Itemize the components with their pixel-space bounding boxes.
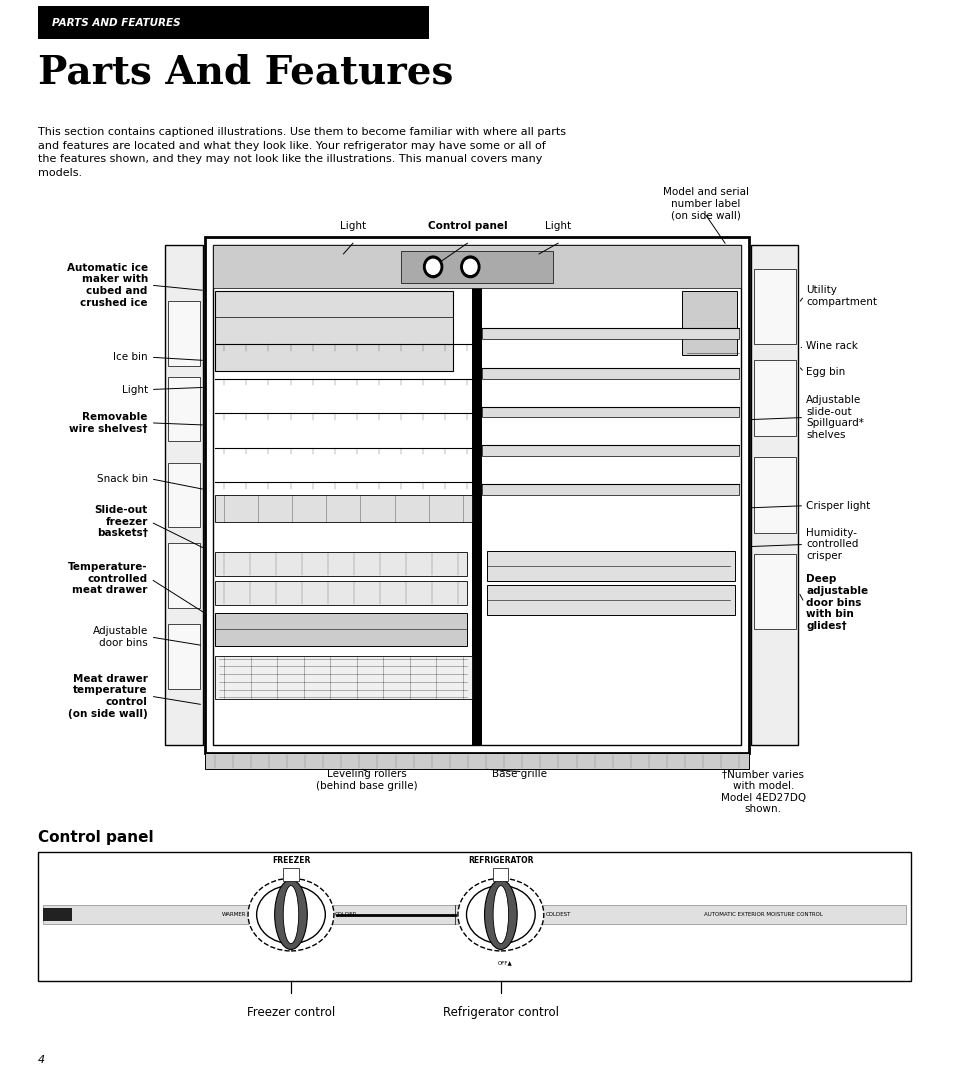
Ellipse shape [274, 880, 307, 949]
Ellipse shape [457, 878, 543, 951]
Bar [205, 753, 748, 769]
Text: Adjustable
slide-out
Spillguard*
shelves: Adjustable slide-out Spillguard* shelves [805, 395, 863, 440]
Text: COLDEST: COLDEST [545, 912, 570, 917]
Text: Automatic ice
maker with
cubed and
crushed ice: Automatic ice maker with cubed and crush… [67, 263, 148, 308]
Text: Meat drawer
temperature
control
(on side wall): Meat drawer temperature control (on side… [68, 674, 148, 719]
Ellipse shape [493, 886, 508, 944]
Bar [43, 908, 71, 921]
Text: Utility
compartment: Utility compartment [805, 285, 876, 307]
Bar [481, 445, 739, 456]
Text: Base grille: Base grille [492, 769, 547, 779]
Bar [753, 554, 795, 629]
Text: COLDER: COLDER [335, 912, 357, 917]
Bar [38, 6, 429, 39]
Text: Crisper light: Crisper light [805, 500, 869, 511]
Ellipse shape [466, 886, 535, 944]
Text: PARTS AND FEATURES: PARTS AND FEATURES [52, 17, 181, 28]
Ellipse shape [248, 878, 334, 951]
Bar [38, 852, 910, 981]
Ellipse shape [283, 886, 298, 944]
Bar [753, 269, 795, 344]
Text: Ice bin: Ice bin [113, 352, 148, 363]
Bar [283, 867, 298, 880]
Text: Light: Light [122, 384, 148, 395]
Text: Slide-out
freezer
baskets†: Slide-out freezer baskets† [94, 506, 148, 538]
Text: Light: Light [339, 222, 366, 231]
Text: WARMER: WARMER [221, 912, 246, 917]
Ellipse shape [484, 880, 517, 949]
Circle shape [426, 259, 439, 274]
Text: FREEZER: FREEZER [272, 856, 310, 865]
Bar [205, 237, 748, 753]
Bar [214, 656, 472, 699]
Text: Wine rack: Wine rack [805, 341, 857, 352]
Bar [214, 581, 467, 605]
Text: Deep
adjustable
door bins
with bin
glides†: Deep adjustable door bins with bin glide… [805, 575, 867, 631]
Bar [168, 377, 200, 441]
Bar [400, 251, 553, 283]
Bar [43, 905, 905, 924]
Bar [472, 245, 481, 745]
Text: Control panel: Control panel [38, 830, 153, 845]
Text: Snack bin: Snack bin [97, 473, 148, 484]
Text: Model and serial
number label
(on side wall): Model and serial number label (on side w… [662, 187, 748, 221]
Circle shape [423, 256, 442, 278]
Circle shape [460, 256, 479, 278]
Bar [493, 867, 508, 880]
Text: †Number varies
with model.
Model 4ED27DQ
shown.: †Number varies with model. Model 4ED27DQ… [720, 769, 805, 815]
Bar [750, 245, 798, 745]
Bar [481, 484, 739, 495]
Text: Parts And Features: Parts And Features [38, 54, 453, 91]
Bar [168, 463, 200, 527]
Text: Temperature-
controlled
meat drawer: Temperature- controlled meat drawer [69, 563, 148, 595]
Bar [486, 585, 734, 615]
Text: Removable
wire shelves†: Removable wire shelves† [70, 412, 148, 434]
Bar [165, 245, 203, 745]
Text: Freezer control: Freezer control [247, 1006, 335, 1019]
Bar [214, 495, 472, 522]
Text: Leveling rollers
(behind base grille): Leveling rollers (behind base grille) [316, 769, 417, 791]
Bar [214, 291, 453, 371]
Text: Humidity-
controlled
crisper: Humidity- controlled crisper [805, 528, 858, 561]
Bar [168, 543, 200, 608]
Bar [481, 368, 739, 379]
Text: Adjustable
door bins: Adjustable door bins [92, 626, 148, 648]
Bar [214, 613, 467, 646]
Bar [168, 624, 200, 689]
Text: 4: 4 [38, 1056, 45, 1065]
Bar [168, 301, 200, 366]
Text: Light: Light [544, 222, 571, 231]
Text: Control panel: Control panel [427, 222, 507, 231]
Bar [753, 457, 795, 533]
Text: Egg bin: Egg bin [805, 367, 844, 378]
Bar [481, 328, 739, 339]
Bar [214, 552, 467, 576]
Bar [213, 245, 740, 745]
Bar [486, 551, 734, 581]
Text: Refrigerator control: Refrigerator control [442, 1006, 558, 1019]
Text: REFRIGERATOR: REFRIGERATOR [468, 856, 533, 865]
Text: OFF▲: OFF▲ [497, 961, 513, 965]
Bar [481, 407, 739, 417]
Bar [681, 291, 737, 355]
Text: AUTOMATIC EXTERIOR MOISTURE CONTROL: AUTOMATIC EXTERIOR MOISTURE CONTROL [703, 912, 821, 917]
Bar [753, 360, 795, 436]
Ellipse shape [256, 886, 325, 944]
Circle shape [463, 259, 476, 274]
Bar [213, 245, 740, 288]
Text: This section contains captioned illustrations. Use them to become familiar with : This section contains captioned illustra… [38, 127, 565, 178]
